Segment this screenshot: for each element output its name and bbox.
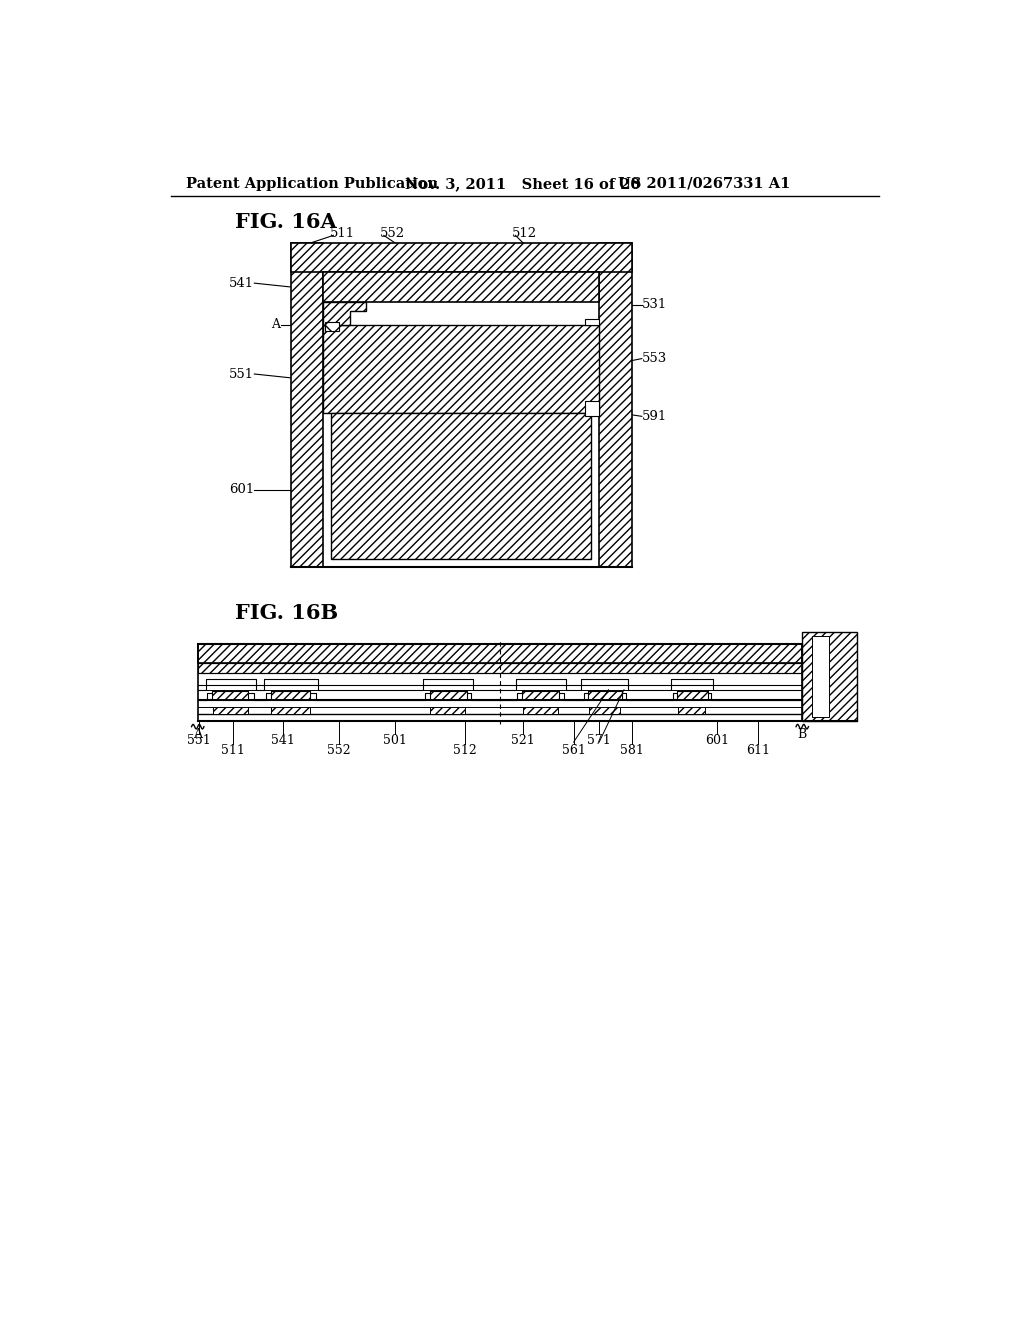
- Text: B: B: [503, 487, 512, 500]
- Text: US 2011/0267331 A1: US 2011/0267331 A1: [617, 177, 791, 191]
- Text: 541: 541: [229, 277, 254, 289]
- Text: 552: 552: [380, 227, 406, 240]
- Bar: [521, 692, 559, 700]
- Bar: [325, 322, 339, 331]
- Bar: [812, 636, 828, 717]
- Bar: [324, 325, 599, 412]
- Bar: [263, 685, 317, 690]
- Bar: [523, 706, 558, 714]
- Bar: [599, 243, 632, 566]
- Bar: [586, 318, 599, 325]
- Bar: [515, 678, 566, 685]
- Bar: [423, 685, 473, 690]
- Text: Patent Application Publication: Patent Application Publication: [186, 177, 438, 191]
- Bar: [515, 685, 566, 690]
- Text: 512: 512: [512, 227, 537, 240]
- Bar: [213, 706, 248, 714]
- Bar: [212, 692, 248, 700]
- Bar: [206, 678, 256, 685]
- Bar: [589, 706, 621, 714]
- Bar: [291, 243, 632, 272]
- Bar: [671, 685, 713, 690]
- Text: 512: 512: [454, 743, 477, 756]
- Text: 511: 511: [221, 743, 245, 756]
- Bar: [271, 692, 310, 700]
- Bar: [198, 644, 802, 663]
- Text: 553: 553: [642, 352, 667, 366]
- Bar: [582, 685, 628, 690]
- Text: A: A: [194, 727, 203, 741]
- Bar: [517, 693, 563, 701]
- Polygon shape: [324, 302, 366, 325]
- Text: 601: 601: [705, 734, 729, 747]
- Bar: [430, 692, 467, 700]
- Bar: [802, 632, 856, 721]
- Text: 521: 521: [511, 734, 536, 747]
- Text: B: B: [798, 727, 807, 741]
- Bar: [198, 663, 802, 673]
- Text: 601: 601: [229, 483, 254, 496]
- Text: 551: 551: [229, 367, 254, 380]
- Bar: [207, 693, 254, 701]
- Text: 571: 571: [588, 734, 611, 747]
- Bar: [291, 243, 324, 566]
- Bar: [206, 685, 256, 690]
- Bar: [677, 692, 708, 700]
- Text: Nov. 3, 2011   Sheet 16 of 20: Nov. 3, 2011 Sheet 16 of 20: [406, 177, 641, 191]
- Bar: [266, 693, 315, 701]
- Bar: [425, 693, 471, 701]
- Bar: [423, 678, 473, 685]
- Text: FIG. 16A: FIG. 16A: [234, 211, 337, 231]
- Text: 591: 591: [642, 409, 667, 422]
- Bar: [350, 413, 592, 558]
- Text: 541: 541: [271, 734, 295, 747]
- Bar: [331, 413, 592, 558]
- Text: 511: 511: [330, 227, 354, 240]
- Bar: [582, 678, 628, 685]
- Bar: [586, 401, 599, 416]
- Text: 551: 551: [187, 734, 211, 747]
- Text: A: A: [271, 318, 280, 331]
- Bar: [678, 706, 706, 714]
- Bar: [271, 706, 310, 714]
- Text: 581: 581: [620, 743, 644, 756]
- Text: 561: 561: [562, 743, 586, 756]
- Bar: [430, 706, 465, 714]
- Bar: [671, 678, 713, 685]
- Bar: [673, 693, 711, 701]
- Text: 552: 552: [327, 743, 350, 756]
- Bar: [263, 678, 317, 685]
- Text: 531: 531: [642, 298, 667, 312]
- Bar: [589, 692, 623, 700]
- Text: FIG. 16B: FIG. 16B: [234, 603, 338, 623]
- Text: 611: 611: [746, 743, 770, 756]
- Bar: [324, 272, 599, 302]
- Bar: [584, 693, 626, 701]
- Text: 501: 501: [383, 734, 408, 747]
